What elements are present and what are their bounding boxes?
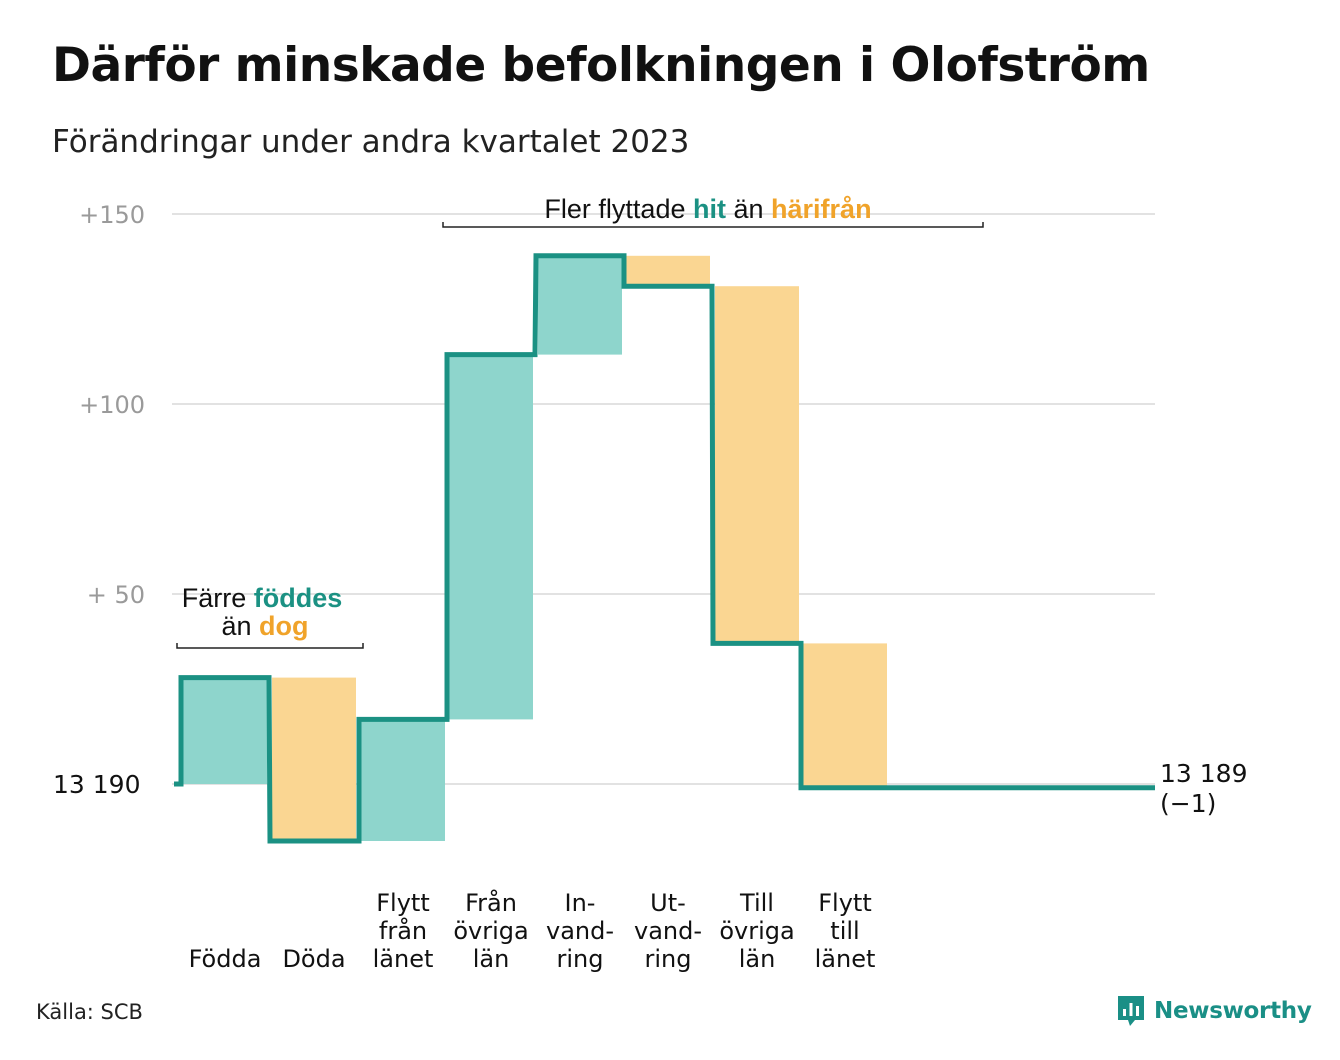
bar-decrease bbox=[626, 255, 710, 287]
brand-logo: Newsworthy bbox=[1116, 994, 1312, 1028]
bar-decrease bbox=[803, 643, 887, 788]
category-label: län bbox=[473, 945, 510, 973]
category-label: ring bbox=[557, 945, 604, 973]
chart-subtitle: Förändringar under andra kvartalet 2023 bbox=[52, 124, 690, 160]
category-label: Flytt bbox=[818, 889, 872, 917]
moves-text: än bbox=[726, 194, 771, 224]
bar-decrease bbox=[715, 286, 799, 644]
category-label: Från bbox=[465, 888, 517, 917]
category-label: Till bbox=[739, 889, 774, 917]
category-label: Flytt bbox=[376, 889, 430, 917]
births-text: än bbox=[221, 611, 259, 641]
brand-name: Newsworthy bbox=[1154, 998, 1312, 1024]
births-annotation-line2: än dog bbox=[221, 611, 308, 641]
bar-decrease bbox=[272, 677, 356, 841]
bar-increase bbox=[449, 354, 533, 720]
category-label: In- bbox=[565, 889, 596, 917]
category-label: till bbox=[830, 917, 859, 945]
category-label: från bbox=[379, 916, 427, 945]
births-highlight-increase: föddes bbox=[254, 583, 343, 613]
waterfall-bars bbox=[183, 255, 887, 841]
y-tick-label: + 50 bbox=[87, 581, 145, 609]
category-label: vand- bbox=[546, 917, 614, 945]
bar-increase bbox=[538, 255, 622, 355]
category-label: Ut- bbox=[650, 889, 686, 917]
births-annotation-line1: Färre föddes bbox=[182, 583, 343, 613]
end-value-label: 13 189 bbox=[1160, 759, 1247, 788]
category-label: län bbox=[739, 945, 776, 973]
level-line bbox=[174, 253, 1155, 844]
y-tick-label: +150 bbox=[79, 201, 145, 229]
births-bracket bbox=[176, 643, 364, 649]
category-label: länet bbox=[815, 945, 876, 973]
moves-highlight-increase: hit bbox=[693, 194, 726, 224]
moves-highlight-decrease: härifrån bbox=[771, 194, 872, 224]
end-change-label: (−1) bbox=[1160, 789, 1216, 818]
y-tick-label: +100 bbox=[79, 391, 145, 419]
births-text: Färre bbox=[182, 583, 254, 613]
category-label: Döda bbox=[282, 945, 345, 973]
moves-bracket bbox=[442, 222, 984, 228]
source-label: Källa: SCB bbox=[36, 1000, 143, 1024]
chart-bubble-icon bbox=[1118, 996, 1144, 1026]
category-label: Födda bbox=[189, 945, 262, 973]
category-label: länet bbox=[373, 945, 434, 973]
births-highlight-decrease: dog bbox=[259, 611, 308, 641]
category-label: vand- bbox=[634, 917, 702, 945]
moves-annotation: Fler flyttade hit än härifrån bbox=[544, 194, 871, 224]
bar-increase bbox=[183, 677, 267, 784]
category-label: ring bbox=[645, 945, 692, 973]
axis-labels: + 50 +100 +150 13 190 13 189(−1) Födda Döda Fly… bbox=[53, 201, 1247, 973]
chart-title: Därför minskade befolkningen i Olofström bbox=[52, 38, 1150, 93]
cumulative-step-line bbox=[174, 253, 1155, 844]
baseline-label: 13 190 bbox=[53, 770, 140, 799]
bar-increase bbox=[361, 719, 445, 841]
category-label: övriga bbox=[453, 917, 528, 945]
category-label: övriga bbox=[719, 917, 794, 945]
moves-text: Fler flyttade bbox=[544, 194, 693, 224]
